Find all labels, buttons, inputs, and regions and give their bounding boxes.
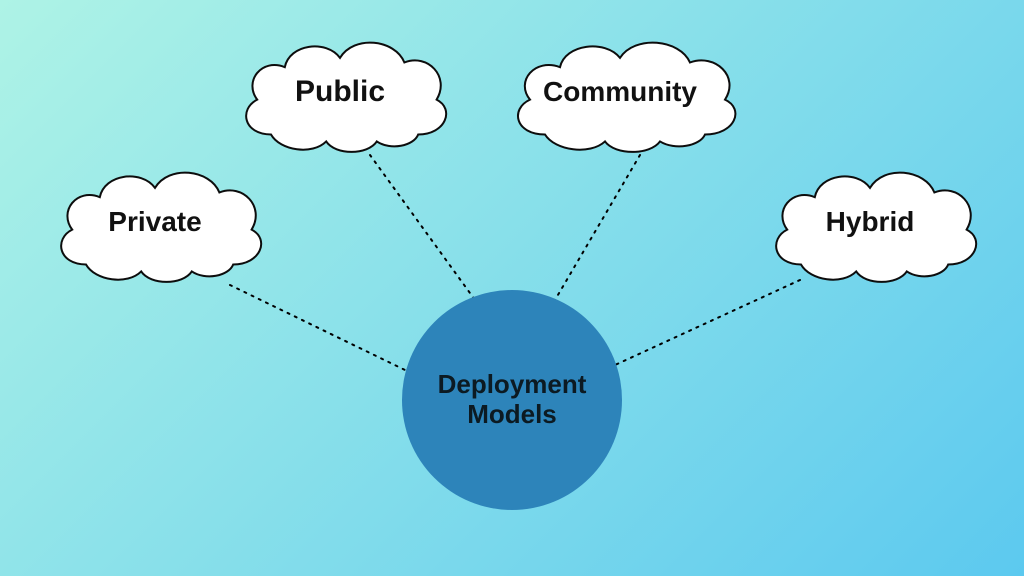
center-node: Deployment Models — [402, 290, 622, 510]
center-label: Deployment Models — [438, 370, 587, 430]
cloud-node-public: Public — [225, 30, 455, 160]
cloud-node-private: Private — [40, 160, 270, 290]
cloud-node-hybrid: Hybrid — [755, 160, 985, 290]
cloud-label-private: Private — [40, 160, 270, 290]
cloud-label-hybrid: Hybrid — [755, 160, 985, 290]
diagram-canvas: Deployment Models PrivatePublic Community… — [0, 0, 1024, 576]
cloud-label-public: Public — [225, 30, 455, 160]
cloud-label-community: Community — [495, 30, 745, 160]
cloud-node-community: Community — [495, 30, 745, 160]
